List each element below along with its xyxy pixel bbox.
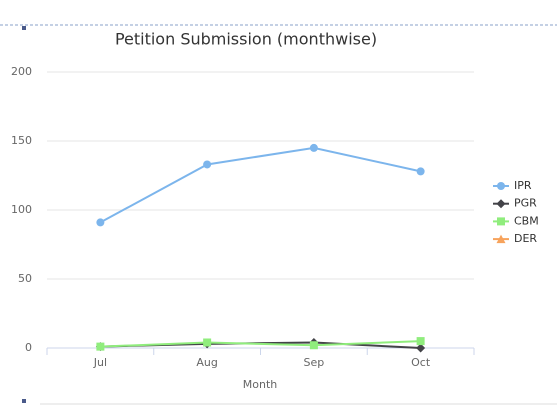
x-tick-label: Sep	[304, 356, 325, 369]
marker	[203, 338, 212, 347]
corner-handle	[22, 399, 26, 403]
legend-label: CBM	[514, 214, 539, 227]
series-line	[100, 340, 421, 348]
y-tick-label: 0	[25, 341, 32, 354]
marker	[203, 160, 212, 169]
marker	[309, 341, 318, 350]
legend-label: PGR	[514, 197, 537, 210]
marker	[96, 342, 105, 351]
marker	[497, 182, 505, 190]
marker	[96, 218, 105, 227]
series-line	[99, 146, 421, 224]
x-tick-label: Oct	[411, 356, 431, 369]
corner-handle	[22, 26, 26, 30]
marker	[496, 199, 506, 209]
legend-label: IPR	[514, 179, 532, 192]
y-tick-label: 100	[11, 203, 32, 216]
y-tick-label: 200	[11, 65, 32, 78]
legend-label: DER	[514, 232, 537, 245]
marker	[416, 343, 426, 353]
x-tick-label: Jul	[93, 356, 107, 369]
marker	[497, 217, 505, 226]
y-tick-label: 50	[18, 272, 32, 285]
chart-title: Petition Submission (monthwise)	[115, 30, 377, 49]
marker	[309, 143, 318, 152]
marker	[496, 234, 506, 244]
y-tick-label: 150	[11, 134, 32, 147]
x-axis-label: Month	[243, 378, 278, 391]
marker	[416, 337, 425, 346]
x-tick-label: Aug	[196, 356, 217, 369]
marker	[416, 167, 425, 176]
